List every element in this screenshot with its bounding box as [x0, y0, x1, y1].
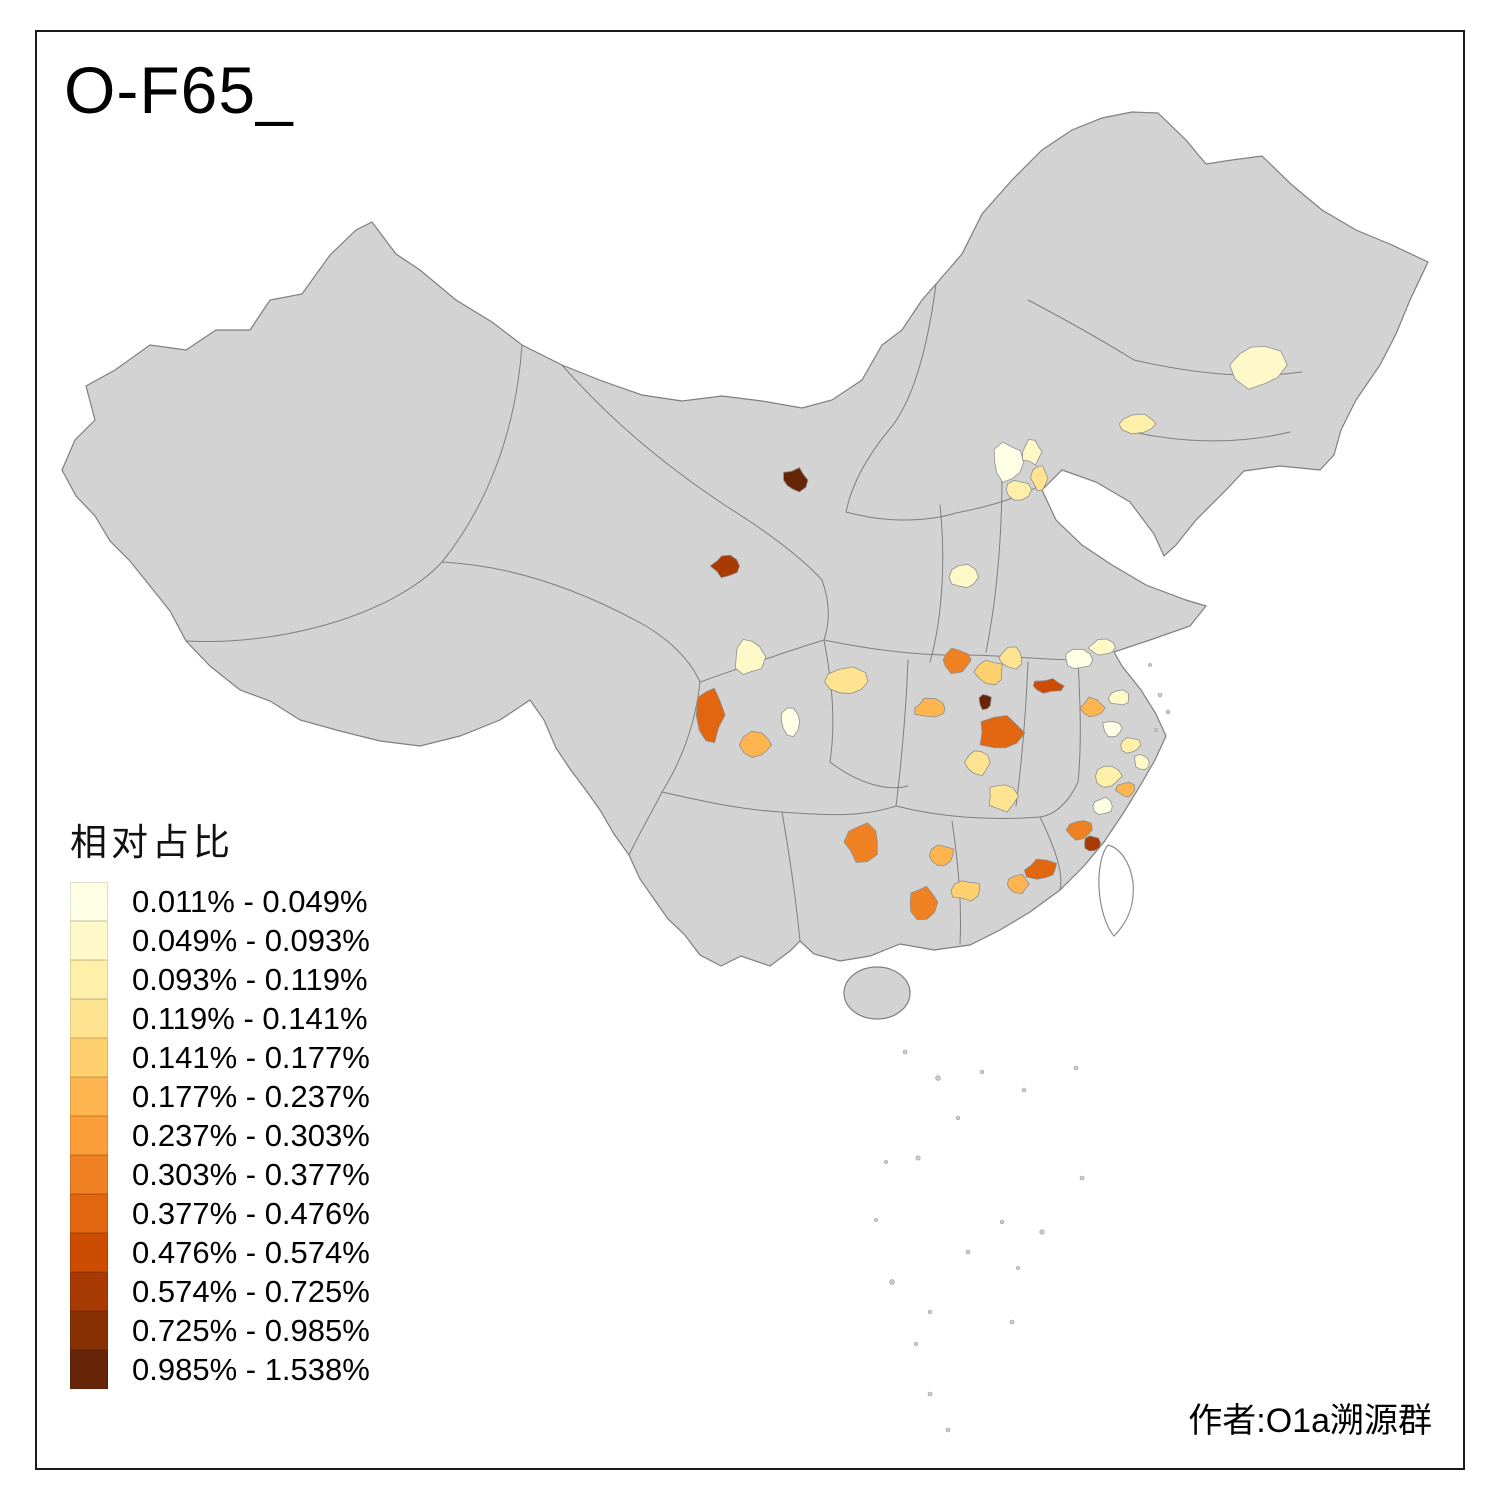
- legend-swatch: [70, 1350, 108, 1389]
- legend-swatch: [70, 1116, 108, 1155]
- map-region: [1114, 781, 1136, 798]
- legend-label: 0.237% - 0.303%: [132, 1117, 370, 1153]
- map-region: [914, 697, 946, 718]
- legend-swatch: [70, 1155, 108, 1194]
- map-region: [988, 784, 1020, 813]
- map-region: [1118, 413, 1157, 435]
- legend-swatch: [70, 1233, 108, 1272]
- map-region: [695, 687, 726, 744]
- china-mainland-shape: [61, 111, 1429, 1020]
- legend-label: 0.119% - 0.141%: [132, 1000, 368, 1036]
- map-region: [1095, 765, 1123, 788]
- map-region: [998, 646, 1023, 670]
- map-region: [979, 715, 1026, 749]
- legend-label: 0.725% - 0.985%: [132, 1312, 370, 1348]
- south-china-sea-islands: [874, 663, 1171, 1433]
- map-region: [1120, 737, 1142, 754]
- map-region: [948, 563, 980, 589]
- legend-row: 0.237% - 0.303%: [70, 1116, 370, 1155]
- legend-title: 相对占比: [70, 822, 234, 863]
- legend-row: 0.141% - 0.177%: [70, 1038, 370, 1077]
- legend-row: 0.119% - 0.141%: [70, 999, 370, 1038]
- map-region: [824, 666, 869, 694]
- map-region: [973, 659, 1003, 686]
- legend-label: 0.049% - 0.093%: [132, 922, 370, 958]
- legend-label: 0.011% - 0.049%: [132, 883, 368, 919]
- legend-label: 0.574% - 0.725%: [132, 1273, 370, 1309]
- legend-row: 0.574% - 0.725%: [70, 1272, 370, 1311]
- map-region: [1079, 696, 1106, 718]
- map-region: [1087, 638, 1116, 656]
- map-region: [1023, 858, 1058, 880]
- map-region: [1006, 873, 1030, 895]
- legend-row: 0.303% - 0.377%: [70, 1155, 370, 1194]
- map-region: [1107, 689, 1129, 706]
- map-region: [909, 885, 939, 921]
- hainan-island: [843, 966, 911, 1020]
- legend-rows: 0.011% - 0.049% 0.049% - 0.093% 0.093% - 0…: [70, 882, 370, 1389]
- attribution-text: 作者:O1a溯源群: [1188, 1402, 1432, 1440]
- legend-swatch: [70, 921, 108, 960]
- legend-row: 0.476% - 0.574%: [70, 1233, 370, 1272]
- legend-swatch: [70, 1311, 108, 1350]
- map-region: [1032, 678, 1065, 694]
- legend-label: 0.476% - 0.574%: [132, 1234, 370, 1270]
- taiwan-island: [1098, 844, 1134, 937]
- map-region: [993, 441, 1025, 483]
- map-title: O-F65_: [64, 53, 294, 127]
- map-region: [1065, 820, 1093, 841]
- legend-label: 0.093% - 0.119%: [132, 961, 368, 997]
- map-region: [1229, 345, 1288, 390]
- legend-label: 0.985% - 1.538%: [132, 1351, 370, 1387]
- legend-row: 0.049% - 0.093%: [70, 921, 370, 960]
- legend-label: 0.141% - 0.177%: [132, 1039, 370, 1075]
- legend-swatch: [70, 1038, 108, 1077]
- map-region: [1029, 465, 1049, 492]
- legend: 相对占比 0.011% - 0.049% 0.049% - 0.093% 0.093…: [70, 812, 370, 1389]
- map-region: [978, 694, 992, 711]
- legend-swatch: [70, 882, 108, 921]
- legend-label: 0.303% - 0.377%: [132, 1156, 370, 1192]
- map-region: [738, 730, 772, 758]
- legend-swatch: [70, 960, 108, 999]
- map-regions: [695, 345, 1288, 921]
- map-region: [928, 844, 955, 867]
- map-region: [1102, 721, 1123, 738]
- legend-swatch: [70, 999, 108, 1038]
- legend-row: 0.377% - 0.476%: [70, 1194, 370, 1233]
- legend-row: 0.011% - 0.049%: [70, 882, 370, 921]
- legend-row: 0.725% - 0.985%: [70, 1311, 370, 1350]
- legend-row: 0.177% - 0.237%: [70, 1077, 370, 1116]
- legend-row: 0.985% - 1.538%: [70, 1350, 370, 1389]
- map-region: [964, 750, 991, 777]
- map-region: [783, 466, 809, 493]
- legend-swatch: [70, 1272, 108, 1311]
- legend-swatch: [70, 1077, 108, 1116]
- map-region: [1092, 796, 1113, 816]
- map-region: [734, 638, 767, 675]
- map-region: [781, 707, 801, 738]
- map-region: [1005, 479, 1032, 501]
- map-region: [1084, 835, 1102, 852]
- map-region: [709, 554, 741, 579]
- map-region: [942, 647, 972, 675]
- map-region: [1065, 648, 1094, 670]
- map-region: [1022, 439, 1043, 466]
- legend-swatch: [70, 1194, 108, 1233]
- map-region: [950, 880, 981, 902]
- legend-label: 0.177% - 0.237%: [132, 1078, 370, 1114]
- map-region: [1134, 753, 1150, 771]
- legend-label: 0.377% - 0.476%: [132, 1195, 370, 1231]
- legend-row: 0.093% - 0.119%: [70, 960, 370, 999]
- map-region: [843, 822, 878, 863]
